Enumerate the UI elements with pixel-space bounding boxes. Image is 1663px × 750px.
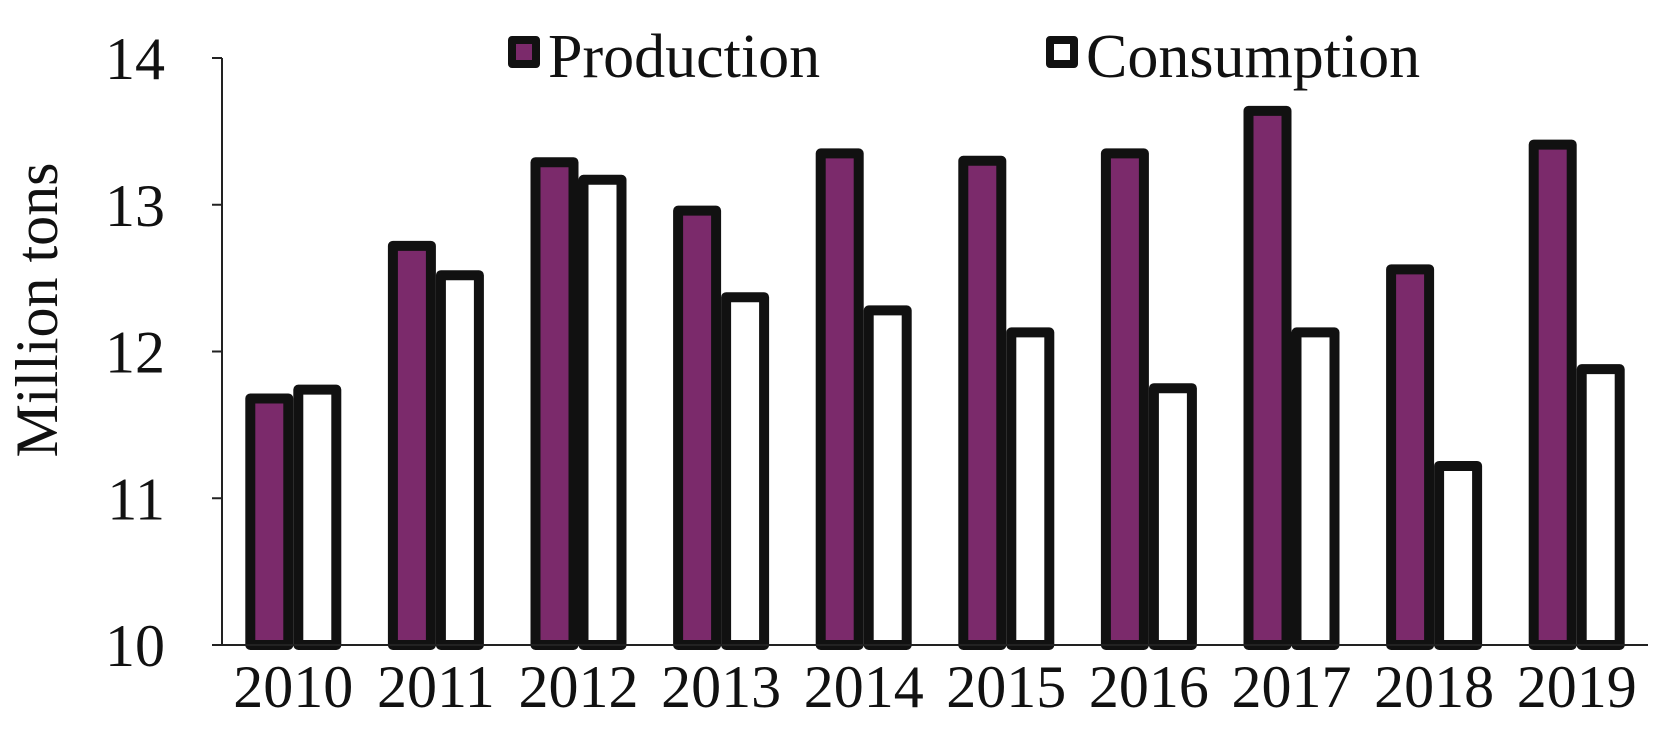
bar-production-2018: [1386, 264, 1435, 650]
bar-production-2011: [387, 240, 436, 650]
x-tick-label: 2016: [1089, 654, 1209, 720]
bar-production-2014: [815, 148, 864, 650]
y-axis: 10 11 12 13 14: [105, 26, 222, 679]
bar-production-2010: [245, 393, 294, 650]
legend: Production Consumption: [508, 23, 1420, 91]
bar-production-2012: [530, 157, 579, 650]
legend-label-production: Production: [548, 23, 820, 91]
bar-production-2019: [1528, 139, 1577, 651]
x-tick-label: 2013: [661, 654, 781, 720]
y-tick-label: 12: [105, 320, 165, 386]
y-tick-label: 10: [105, 613, 165, 679]
bar-production-2015: [958, 155, 1007, 650]
bar-consumption-2012: [578, 174, 627, 651]
x-tick-label: 2015: [946, 654, 1066, 720]
x-axis-labels: 2010 2011 2012 2013 2014 2015 2016 2017 2018 2019: [233, 654, 1636, 720]
bar-consumption-2011: [435, 270, 484, 650]
axes: [221, 58, 1648, 646]
x-tick-label: 2012: [519, 654, 639, 720]
bar-consumption-2018: [1434, 460, 1483, 650]
y-tick-label: 13: [105, 173, 165, 239]
x-tick-label: 2010: [233, 654, 353, 720]
x-tick-label: 2014: [804, 654, 924, 720]
bar-production-2017: [1243, 105, 1292, 650]
bar-consumption-2015: [1006, 327, 1055, 650]
bar-consumption-2017: [1291, 327, 1340, 650]
bar-consumption-2013: [721, 292, 770, 650]
bar-consumption-2016: [1148, 383, 1197, 650]
legend-label-consumption: Consumption: [1086, 23, 1420, 91]
x-tick-label: 2011: [377, 654, 495, 720]
y-tick-label: 11: [107, 466, 165, 532]
legend-swatch-consumption: [1046, 36, 1078, 68]
x-tick-label: 2017: [1232, 654, 1352, 720]
bar-production-2016: [1100, 148, 1149, 650]
x-tick-label: 2019: [1517, 654, 1637, 720]
bar-production-2013: [673, 205, 722, 650]
y-axis-title: Million tons: [4, 162, 70, 457]
x-tick-label: 2018: [1374, 654, 1494, 720]
bars-group: [245, 105, 1625, 651]
bar-consumption-2014: [863, 305, 912, 650]
bar-consumption-2019: [1576, 364, 1625, 650]
legend-swatch-production: [508, 36, 540, 68]
bar-consumption-2010: [293, 384, 342, 650]
y-tick-label: 14: [105, 26, 165, 92]
